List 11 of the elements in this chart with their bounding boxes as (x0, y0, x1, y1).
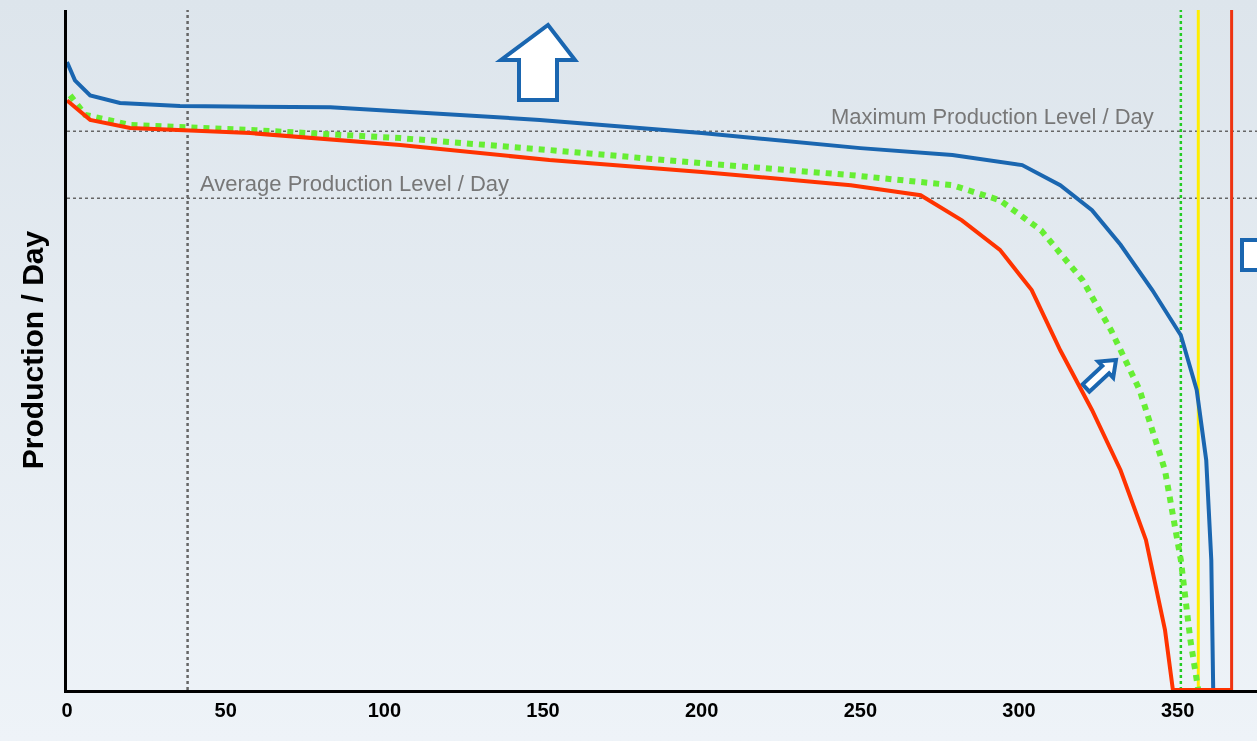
x-tick-label: 350 (1160, 699, 1195, 721)
y-axis-title: Production / Day (16, 230, 49, 470)
x-tick-label: 150 (526, 699, 560, 721)
x-tick-label: 200 (684, 699, 719, 721)
ref-line-label: Maximum Production Level / Day (831, 104, 1154, 129)
x-tick-label: 0 (61, 699, 73, 721)
x-tick-label: 100 (367, 699, 402, 721)
x-tick-label: 300 (1002, 699, 1036, 721)
ref-line-label: Average Production Level / Day (200, 171, 509, 196)
x-tick-label: 50 (214, 699, 237, 721)
x-tick-label: 250 (843, 699, 878, 721)
